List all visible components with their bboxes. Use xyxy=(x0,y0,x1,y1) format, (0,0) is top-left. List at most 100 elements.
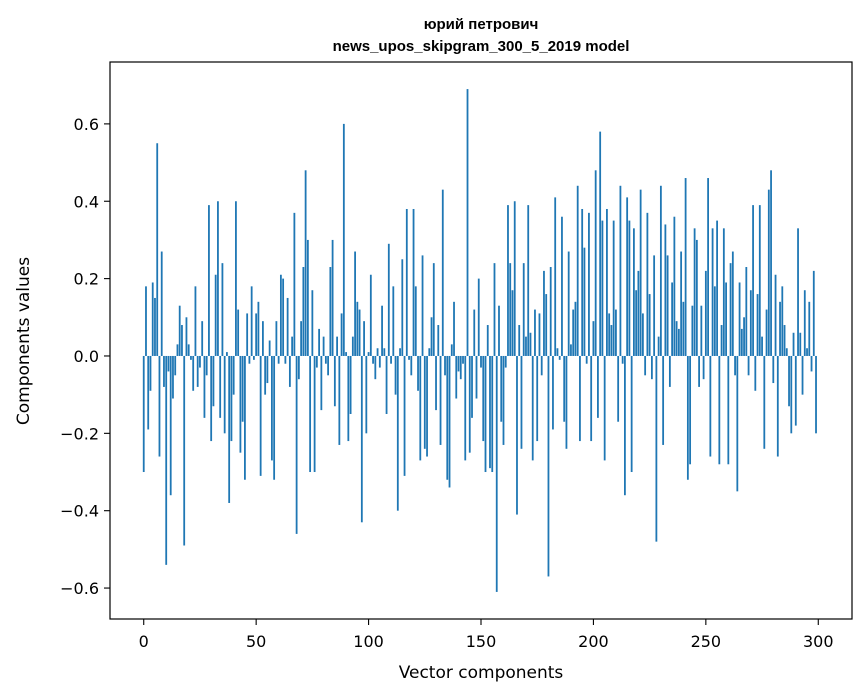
bar xyxy=(619,185,622,356)
bar xyxy=(756,294,759,356)
bar xyxy=(205,355,208,376)
bar xyxy=(262,321,264,356)
bar xyxy=(545,294,548,356)
bar xyxy=(160,251,163,356)
bar xyxy=(199,355,201,368)
bar xyxy=(471,355,473,418)
bar xyxy=(187,344,190,356)
bar xyxy=(722,228,725,356)
bar xyxy=(311,290,314,356)
bar xyxy=(785,348,788,356)
bar xyxy=(702,355,705,380)
bar xyxy=(556,348,559,356)
bar xyxy=(286,297,289,356)
bar xyxy=(270,355,273,461)
bar xyxy=(635,290,638,356)
bar xyxy=(190,355,192,360)
bar xyxy=(250,286,253,356)
bar xyxy=(304,170,307,356)
bar xyxy=(493,263,496,356)
bar xyxy=(167,355,170,372)
x-tick-label: 100 xyxy=(353,632,384,651)
bar xyxy=(246,313,249,356)
bar xyxy=(486,325,489,356)
bar xyxy=(538,313,541,356)
bar xyxy=(156,143,159,356)
bar xyxy=(331,239,334,356)
bar xyxy=(239,355,242,453)
bar xyxy=(691,305,694,356)
bar xyxy=(426,355,428,457)
bar xyxy=(529,332,532,356)
bar xyxy=(547,355,550,577)
bar xyxy=(446,355,449,480)
bar xyxy=(779,301,781,356)
y-tick-label: −0.6 xyxy=(60,579,99,598)
bar xyxy=(749,290,752,356)
bar xyxy=(430,317,433,356)
bar xyxy=(567,251,570,356)
bar xyxy=(594,170,597,356)
bar xyxy=(356,301,359,356)
y-tick-label: −0.4 xyxy=(60,502,99,521)
bar xyxy=(615,309,617,356)
bar xyxy=(322,336,325,356)
bar xyxy=(761,336,763,356)
y-tick-label: 0.6 xyxy=(74,115,99,134)
bar xyxy=(727,355,730,465)
bar xyxy=(172,355,174,399)
chart-title: юрий петрович xyxy=(424,16,539,33)
bar xyxy=(201,321,204,356)
y-axis-label: Components values xyxy=(14,257,34,425)
bar xyxy=(194,286,197,356)
bar xyxy=(315,355,318,368)
bar xyxy=(181,325,183,356)
bar xyxy=(399,348,401,356)
bar xyxy=(536,355,539,442)
bar xyxy=(684,178,687,356)
bar xyxy=(630,355,633,473)
bar xyxy=(522,263,525,356)
bar xyxy=(606,208,608,356)
bar xyxy=(291,336,294,356)
bar xyxy=(214,274,217,356)
bar xyxy=(603,355,606,461)
bar xyxy=(507,205,509,356)
bar xyxy=(527,205,530,356)
bar xyxy=(174,355,177,376)
y-tick-label: 0.0 xyxy=(74,347,99,366)
bar xyxy=(502,355,505,445)
bar-series xyxy=(142,89,817,592)
bar xyxy=(403,355,406,476)
bar xyxy=(401,259,404,356)
bar xyxy=(588,212,590,356)
bar xyxy=(349,355,352,414)
bar xyxy=(306,239,309,356)
bar xyxy=(788,355,790,407)
bar xyxy=(617,355,620,422)
bar xyxy=(747,355,750,376)
bar xyxy=(369,274,372,356)
bar xyxy=(540,355,543,376)
bar xyxy=(275,321,278,356)
bar xyxy=(574,301,577,356)
bar xyxy=(610,325,613,356)
bar xyxy=(561,216,563,356)
bar xyxy=(244,355,246,480)
x-tick-label: 50 xyxy=(246,632,266,651)
bar xyxy=(237,309,240,356)
bar xyxy=(534,309,536,356)
bar xyxy=(792,332,795,356)
bar xyxy=(169,355,172,496)
bar xyxy=(504,355,507,368)
bar xyxy=(432,263,435,356)
bar xyxy=(257,301,260,356)
bar xyxy=(659,185,662,356)
bar xyxy=(441,189,444,356)
bar xyxy=(570,344,572,356)
bar xyxy=(549,267,552,356)
bar xyxy=(149,355,152,391)
bar xyxy=(455,355,458,399)
bar xyxy=(579,355,581,442)
bar xyxy=(675,321,678,356)
